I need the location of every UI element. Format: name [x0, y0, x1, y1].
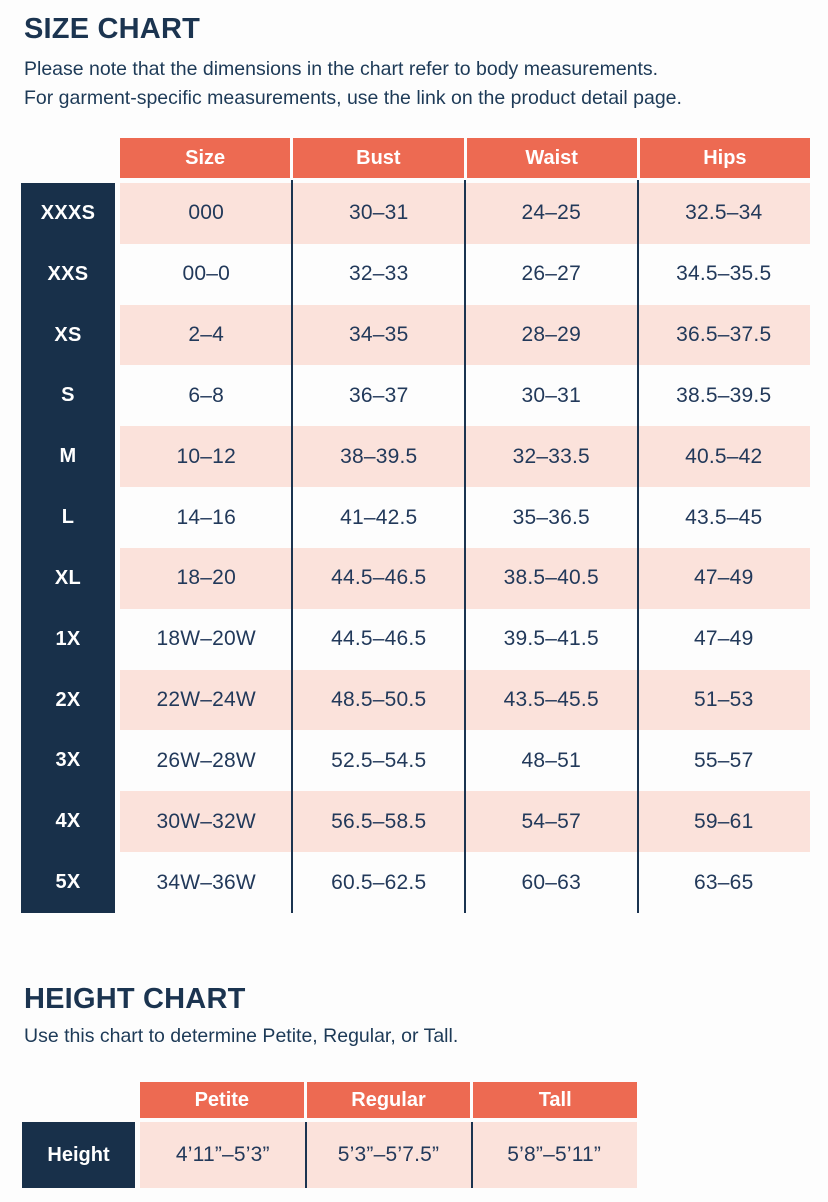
cell-waist: 43.5–45.5 [503, 688, 599, 712]
cell-hips: 59–61 [694, 809, 754, 833]
row-label-1x: 1X [55, 627, 81, 650]
cell-waist: 24–25 [521, 201, 581, 225]
height-table-divider [305, 1122, 307, 1188]
row-label-xxxs: XXXS [40, 201, 96, 224]
cell-size: 18W–20W [156, 627, 256, 651]
cell-size: 18–20 [176, 566, 236, 590]
cell-waist: 48–51 [521, 748, 581, 772]
cell-hips: 55–57 [694, 748, 754, 772]
cell-size: 22W–24W [156, 688, 256, 712]
cell-size: 6–8 [188, 383, 225, 407]
cell-hips: 47–49 [694, 566, 754, 590]
cell-bust: 38–39.5 [340, 444, 418, 468]
cell-bust: 60.5–62.5 [331, 870, 427, 894]
height-table-header: Petite Regular Tall [140, 1082, 638, 1118]
size-chart-note: Please note that the dimensions in the c… [24, 55, 682, 113]
cell-bust: 34–35 [349, 323, 409, 347]
cell-waist: 54–57 [521, 809, 581, 833]
height-table-divider [471, 1122, 473, 1188]
cell-hips: 32.5–34 [685, 201, 763, 225]
row-label-m: M [59, 445, 77, 468]
column-header-size: Size [120, 138, 291, 178]
row-label-s: S [61, 384, 75, 407]
height-chart-note: Use this chart to determine Petite, Regu… [24, 1025, 459, 1047]
cell-height-regular: 5’3”–5’7.5” [337, 1143, 440, 1166]
row-label-l: L [61, 506, 75, 529]
cell-size: 26W–28W [156, 748, 256, 772]
column-header-waist: Waist [466, 138, 637, 178]
cell-bust: 56.5–58.5 [331, 809, 427, 833]
table-row: 00–0 32–33 26–27 34.5–35.5 [120, 244, 810, 305]
row-label-xl: XL [54, 566, 82, 589]
row-label-xs: XS [54, 323, 82, 346]
row-label-4x: 4X [55, 810, 81, 833]
size-table-header: Size Bust Waist Hips [120, 138, 810, 178]
cell-hips: 40.5–42 [685, 444, 763, 468]
cell-size: 2–4 [188, 323, 225, 347]
cell-height-petite: 4’11”–5’3” [175, 1143, 270, 1166]
cell-bust: 52.5–54.5 [331, 748, 427, 772]
column-header-petite: Petite [140, 1082, 304, 1118]
cell-waist: 60–63 [521, 870, 581, 894]
cell-size: 30W–32W [156, 809, 256, 833]
height-chart-title: HEIGHT CHART [24, 983, 246, 1015]
cell-waist: 39.5–41.5 [503, 627, 599, 651]
size-table-divider [637, 180, 639, 913]
cell-hips: 34.5–35.5 [676, 262, 772, 286]
cell-waist: 32–33.5 [512, 444, 590, 468]
cell-bust: 32–33 [349, 262, 409, 286]
cell-size: 000 [188, 201, 225, 225]
cell-bust: 48.5–50.5 [331, 688, 427, 712]
cell-hips: 47–49 [694, 627, 754, 651]
cell-waist: 26–27 [521, 262, 581, 286]
column-header-bust: Bust [293, 138, 464, 178]
cell-size: 00–0 [182, 262, 231, 286]
cell-bust: 44.5–46.5 [331, 627, 427, 651]
cell-bust: 36–37 [349, 383, 409, 407]
cell-bust: 44.5–46.5 [331, 566, 427, 590]
height-table-row: 4’11”–5’3” 5’3”–5’7.5” 5’8”–5’11” [140, 1122, 637, 1188]
size-chart-note-line1: Please note that the dimensions in the c… [24, 58, 659, 80]
cell-hips: 43.5–45 [685, 505, 763, 529]
cell-bust: 30–31 [349, 201, 409, 225]
cell-waist: 28–29 [521, 323, 581, 347]
cell-size: 14–16 [176, 505, 236, 529]
size-table-divider [464, 180, 466, 913]
column-header-hips: Hips [639, 138, 810, 178]
column-header-regular: Regular [306, 1082, 471, 1118]
cell-waist: 38.5–40.5 [503, 566, 599, 590]
cell-height-tall: 5’8”–5’11” [507, 1143, 602, 1166]
table-row: 14–16 41–42.5 35–36.5 43.5–45 [120, 487, 810, 548]
size-chart-note-line2: For garment-specific measurements, use t… [24, 87, 682, 109]
row-label-3x: 3X [55, 749, 81, 772]
table-row: 18W–20W 44.5–46.5 39.5–41.5 47–49 [120, 609, 810, 670]
size-table-divider [291, 180, 293, 913]
row-label-5x: 5X [55, 871, 81, 894]
table-row: 26W–28W 52.5–54.5 48–51 55–57 [120, 730, 810, 791]
table-row: 34W–36W 60.5–62.5 60–63 63–65 [120, 852, 810, 913]
cell-bust: 41–42.5 [340, 505, 418, 529]
size-chart-title: SIZE CHART [24, 13, 200, 45]
cell-waist: 30–31 [521, 383, 581, 407]
row-label-xxs: XXS [47, 262, 89, 285]
cell-hips: 38.5–39.5 [676, 383, 772, 407]
row-label-2x: 2X [55, 688, 81, 711]
size-row-label-column: XXXS XXS XS S M L XL 1X 2X 3X 4X 5X [21, 183, 115, 913]
cell-size: 34W–36W [156, 870, 256, 894]
cell-size: 10–12 [176, 444, 236, 468]
cell-hips: 36.5–37.5 [676, 323, 772, 347]
cell-hips: 63–65 [694, 870, 754, 894]
column-header-tall: Tall [473, 1082, 638, 1118]
table-row: 6–8 36–37 30–31 38.5–39.5 [120, 365, 810, 426]
cell-waist: 35–36.5 [512, 505, 590, 529]
cell-hips: 51–53 [694, 688, 754, 712]
height-row-label: Height [22, 1122, 135, 1188]
